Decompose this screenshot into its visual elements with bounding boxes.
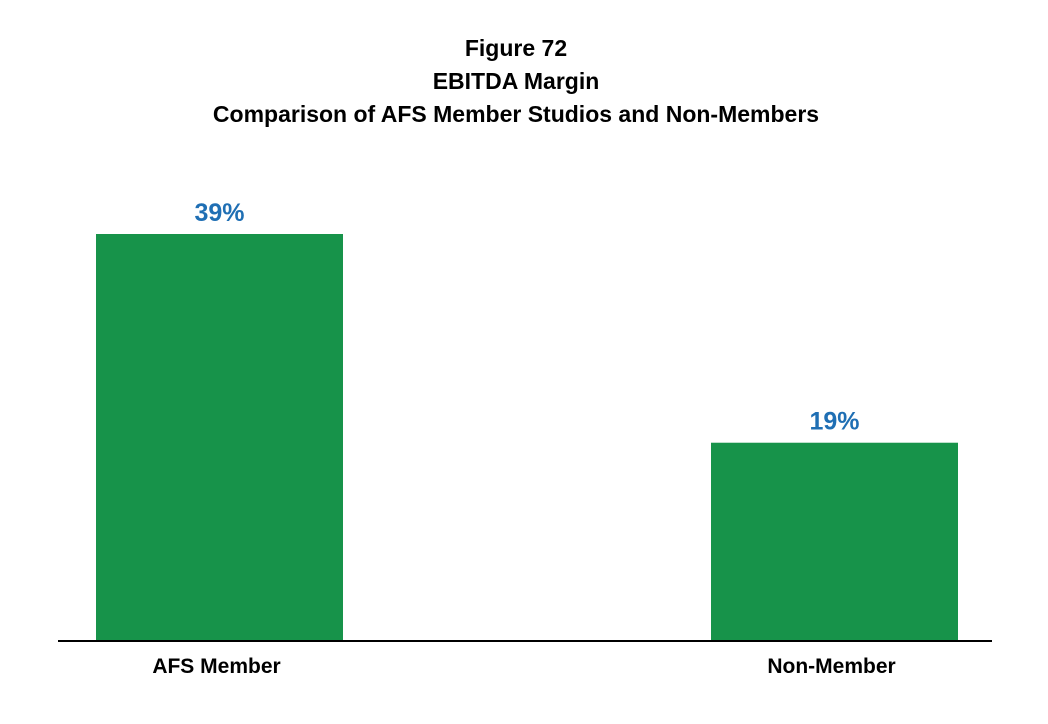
- chart-title-line-2: EBITDA Margin: [432, 68, 600, 94]
- data-label-1: 39%: [194, 199, 244, 227]
- data-label-2: 19%: [809, 408, 859, 436]
- x-tick-label-1: AFS Member: [152, 655, 280, 678]
- bar-afs-member: [96, 234, 343, 641]
- bars-layer: [96, 234, 958, 641]
- x-tick-label-2: Non-Member: [767, 655, 895, 678]
- chart-title-line-3: Comparison of AFS Member Studios and Non…: [212, 101, 820, 127]
- bar-non-member: [711, 442, 958, 641]
- labels-layer: 39% AFS Member 19% Non-Member: [152, 199, 895, 678]
- chart-title: Figure 72 EBITDA Margin Comparison of AF…: [0, 32, 1032, 131]
- chart-title-line-1: Figure 72: [464, 35, 568, 61]
